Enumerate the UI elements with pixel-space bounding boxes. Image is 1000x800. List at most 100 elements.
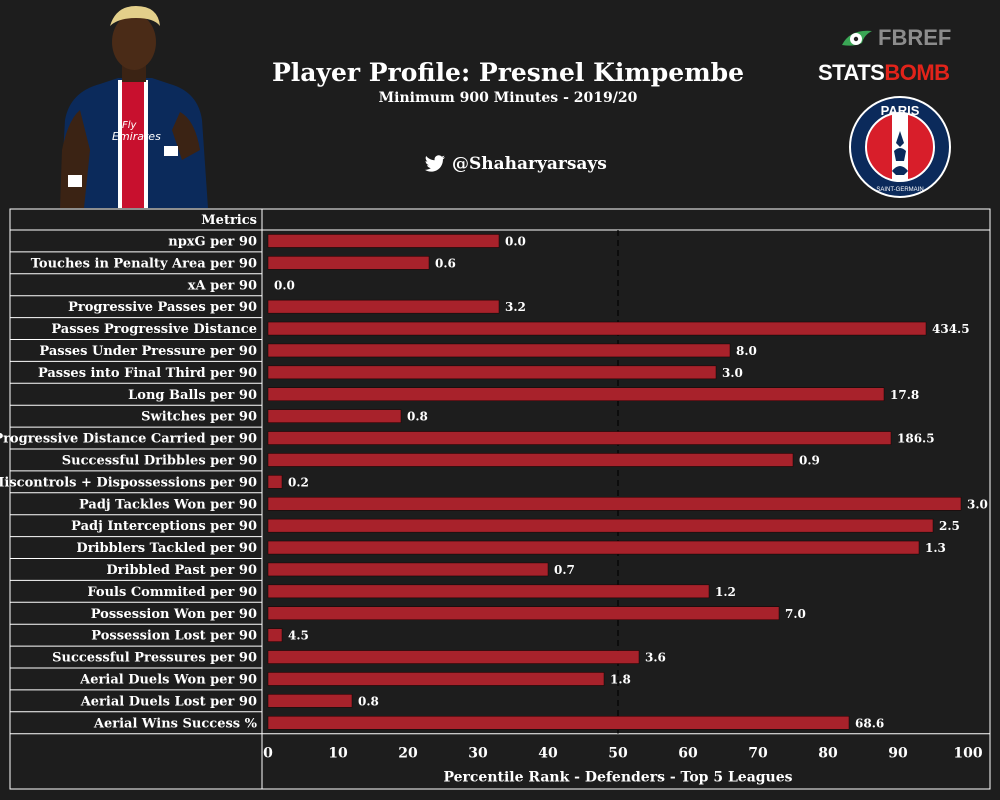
x-tick-label: 0	[263, 746, 273, 762]
bar-value-label: 17.8	[890, 388, 919, 402]
jersey-sponsor-line1: Fly	[122, 120, 138, 131]
percentile-bar	[267, 475, 283, 489]
percentile-bar	[267, 299, 500, 314]
x-tick-label: 10	[328, 746, 348, 762]
metric-label: Aerial Wins Success %	[93, 716, 258, 731]
bar-value-label: 0.6	[435, 256, 456, 270]
percentile-bar	[267, 562, 549, 577]
bar-value-label: 4.5	[288, 629, 309, 643]
bar-value-label: 0.0	[274, 278, 295, 292]
header: Fly Emirates Player Profile: Presnel Kim…	[0, 0, 1000, 210]
psg-crest-icon: PARIS SAINT-GERMAIN	[849, 96, 951, 198]
metric-label: Possession Won per 90	[91, 607, 257, 622]
metric-label: Passes Under Pressure per 90	[39, 344, 257, 359]
bar-value-label: 186.5	[897, 432, 935, 446]
x-tick-label: 80	[818, 746, 838, 762]
metric-label: Aerial Duels Won per 90	[79, 672, 257, 687]
percentile-bar	[267, 431, 892, 445]
percentile-bar	[267, 694, 353, 708]
twitter-handle[interactable]: @Shaharyarsays	[424, 154, 607, 174]
metric-label: Miscontrols + Dispossessions per 90	[0, 475, 257, 490]
x-tick-label: 90	[888, 746, 908, 762]
twitter-bird-icon	[424, 155, 445, 172]
percentile-bar	[267, 650, 640, 664]
fbref-ball-icon	[842, 30, 872, 46]
metric-label: Dribbled Past per 90	[106, 563, 257, 578]
metric-label: Fouls Commited per 90	[87, 585, 257, 600]
percentile-bar	[267, 716, 850, 730]
bar-value-label: 68.6	[855, 716, 884, 730]
percentile-bar	[267, 628, 283, 642]
fbref-logo-text: FBREF	[878, 25, 952, 50]
crest-bottom-text: SAINT-GERMAIN	[876, 187, 923, 193]
metric-label: Switches per 90	[141, 410, 257, 425]
metric-label: Progressive Passes per 90	[68, 300, 257, 315]
x-tick-label: 40	[538, 746, 558, 762]
metric-label: Padj Interceptions per 90	[71, 519, 257, 534]
bar-value-label: 0.7	[554, 563, 575, 577]
bar-value-label: 3.6	[645, 651, 666, 665]
bar-value-label: 1.3	[925, 541, 946, 555]
bar-value-label: 1.8	[610, 672, 631, 686]
fbref-logo: FBREF	[840, 25, 952, 50]
twitter-handle-text: @Shaharyarsays	[452, 154, 607, 174]
percentile-bar	[267, 256, 430, 270]
bar-value-label: 434.5	[932, 322, 970, 336]
statsbomb-logo-right: BOMB	[884, 60, 950, 85]
x-tick-label: 60	[678, 746, 698, 762]
x-tick-label: 20	[398, 746, 418, 762]
metric-label: Passes into Final Third per 90	[38, 366, 257, 381]
percentile-bar	[267, 387, 885, 401]
x-tick-label: 50	[608, 746, 628, 762]
percentile-bar	[267, 518, 934, 533]
x-tick-label: 30	[468, 746, 488, 762]
percentile-bar	[267, 497, 962, 511]
metric-label: Possession Lost per 90	[91, 629, 257, 644]
bar-value-label: 3.0	[967, 497, 988, 511]
page-title: Player Profile: Presnel Kimpembe	[271, 58, 745, 87]
player-photo: Fly Emirates	[60, 6, 208, 208]
jersey-sponsor-line2: Emirates	[112, 130, 161, 143]
bar-value-label: 2.5	[939, 519, 960, 533]
metric-label: Touches in Penalty Area per 90	[31, 256, 257, 271]
bar-value-label: 0.9	[799, 453, 820, 467]
bar-value-label: 0.2	[288, 475, 309, 489]
bar-value-label: 1.2	[715, 585, 736, 599]
metrics-header: Metrics	[201, 213, 257, 228]
percentile-bar	[267, 365, 717, 380]
metric-label: Progressive Distance Carried per 90	[0, 432, 257, 447]
bar-value-label: 7.0	[785, 607, 806, 621]
percentile-bar	[267, 409, 402, 423]
metric-label: npxG per 90	[168, 234, 257, 249]
x-tick-label: 70	[748, 746, 768, 762]
percentile-bar	[267, 343, 731, 358]
metric-label: Dribblers Tackled per 90	[76, 541, 257, 556]
crest-top-text: PARIS	[881, 103, 920, 118]
bar-value-label: 8.0	[736, 344, 757, 358]
percentile-bar	[267, 584, 710, 599]
bar-value-label: 0.8	[407, 410, 428, 424]
percentile-bar	[267, 234, 500, 248]
x-tick-label: 100	[953, 746, 982, 762]
metric-label: Padj Tackles Won per 90	[79, 497, 257, 512]
metric-label: Passes Progressive Distance	[51, 322, 257, 337]
metric-label: xA per 90	[188, 278, 257, 293]
metric-label: Successful Dribbles per 90	[62, 453, 257, 468]
x-axis-title: Percentile Rank - Defenders - Top 5 Leag…	[443, 770, 792, 786]
metric-label: Long Balls per 90	[128, 388, 257, 403]
chart-frame	[9, 208, 991, 790]
statsbomb-logo: STATS BOMB	[818, 58, 950, 88]
metric-label: Aerial Duels Lost per 90	[80, 694, 257, 709]
metric-label: Successful Pressures per 90	[52, 651, 257, 666]
bar-value-label: 0.0	[505, 234, 526, 248]
percentile-bar	[267, 453, 794, 467]
percentile-bar	[267, 540, 920, 555]
percentile-bar	[267, 321, 927, 336]
percentile-bar	[267, 606, 780, 620]
bar-value-label: 0.8	[358, 694, 379, 708]
statsbomb-logo-left: STATS	[818, 60, 885, 85]
page-subtitle: Minimum 900 Minutes - 2019/20	[378, 90, 638, 106]
bar-value-label: 3.0	[722, 366, 743, 380]
percentile-bar	[267, 672, 605, 686]
